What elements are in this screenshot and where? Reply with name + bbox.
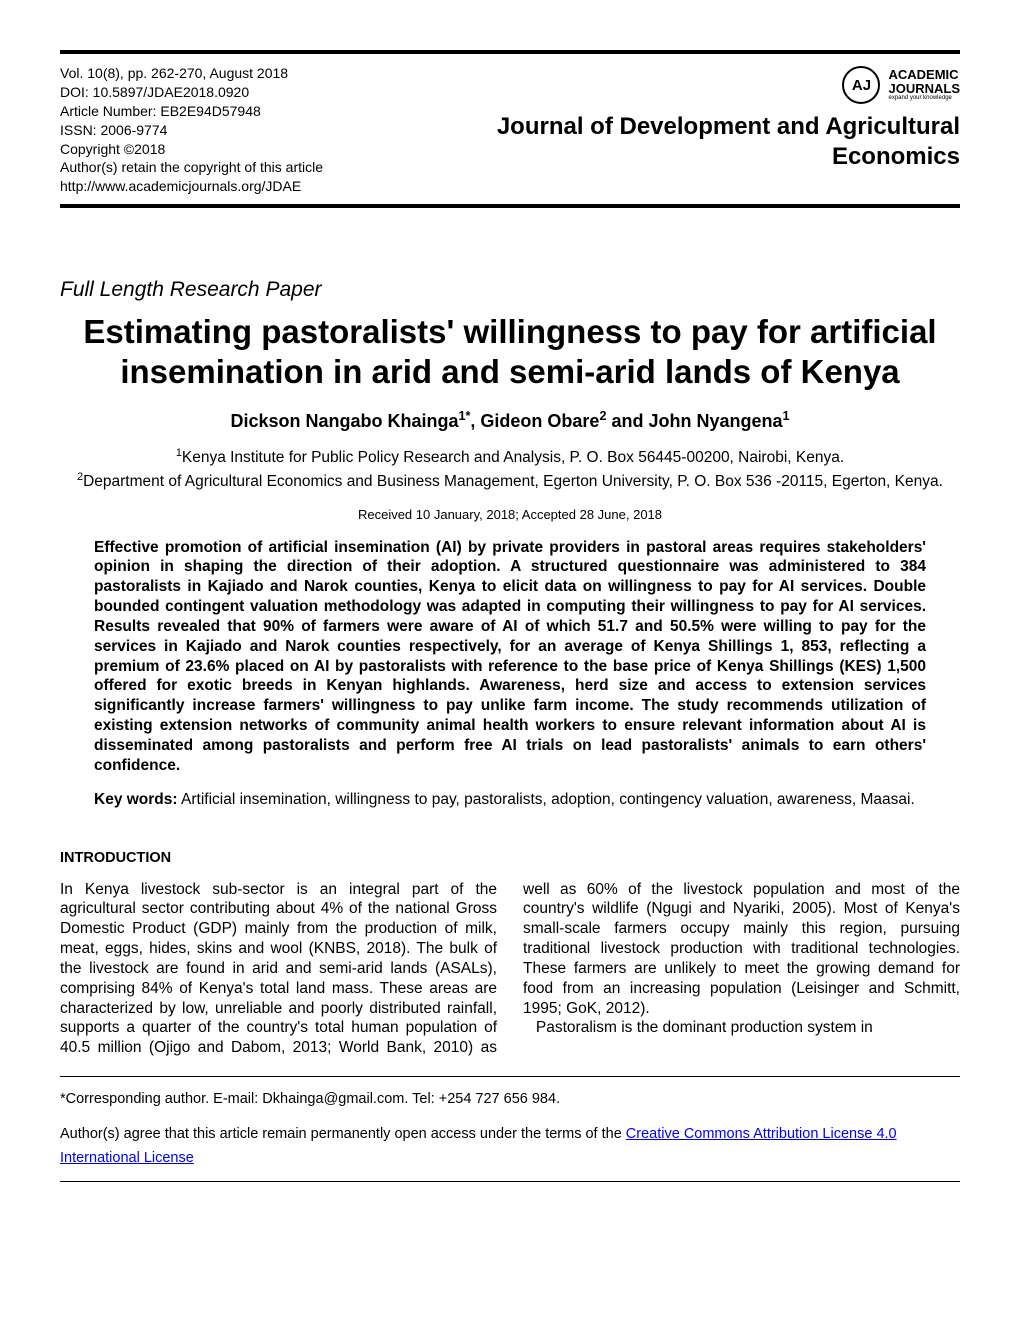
- journal-name: Journal of Development and Agricultural …: [480, 112, 960, 172]
- logo-top: ACADEMIC: [888, 68, 960, 82]
- keywords: Key words: Artificial insemination, will…: [60, 790, 960, 810]
- received-accepted-dates: Received 10 January, 2018; Accepted 28 J…: [60, 507, 960, 522]
- keywords-text: Artificial insemination, willingness to …: [178, 791, 915, 808]
- body-text: In Kenya livestock sub-sector is an inte…: [60, 880, 960, 1058]
- copyright-line: Copyright ©2018: [60, 140, 323, 159]
- license-line: Author(s) agree that this article remain…: [60, 1122, 960, 1171]
- license-prefix: Author(s) agree that this article remain…: [60, 1126, 626, 1142]
- corresponding-author: *Corresponding author. E-mail: Dkhainga@…: [60, 1087, 960, 1112]
- logo-bottom: JOURNALS: [888, 82, 960, 96]
- doi-line: DOI: 10.5897/JDAE2018.0920: [60, 83, 323, 102]
- article-title: Estimating pastoralists' willingness to …: [60, 312, 960, 391]
- issn-line: ISSN: 2006-9774: [60, 121, 323, 140]
- authors: Dickson Nangabo Khainga1*, Gideon Obare2…: [60, 409, 960, 432]
- paper-type: Full Length Research Paper: [60, 278, 960, 302]
- abstract: Effective promotion of artificial insemi…: [60, 538, 960, 776]
- url-line: http://www.academicjournals.org/JDAE: [60, 177, 323, 196]
- section-heading-introduction: INTRODUCTION: [60, 850, 960, 866]
- article-number-line: Article Number: EB2E94D57948: [60, 102, 323, 121]
- affiliations: 1Kenya Institute for Public Policy Resea…: [60, 446, 960, 492]
- logo-monogram-icon: AJ: [842, 66, 880, 104]
- publisher-logo: AJ ACADEMIC JOURNALS expand your knowled…: [480, 66, 960, 104]
- logo-text: ACADEMIC JOURNALS expand your knowledge: [888, 68, 960, 102]
- header-right: AJ ACADEMIC JOURNALS expand your knowled…: [480, 64, 960, 172]
- footer-block: *Corresponding author. E-mail: Dkhainga@…: [60, 1076, 960, 1182]
- header-block: Vol. 10(8), pp. 262-270, August 2018 DOI…: [60, 50, 960, 208]
- retain-line: Author(s) retain the copyright of this a…: [60, 158, 323, 177]
- keywords-label: Key words:: [94, 791, 178, 808]
- article-meta: Vol. 10(8), pp. 262-270, August 2018 DOI…: [60, 64, 323, 196]
- vol-line: Vol. 10(8), pp. 262-270, August 2018: [60, 64, 323, 83]
- logo-sub: expand your knowledge: [888, 95, 960, 101]
